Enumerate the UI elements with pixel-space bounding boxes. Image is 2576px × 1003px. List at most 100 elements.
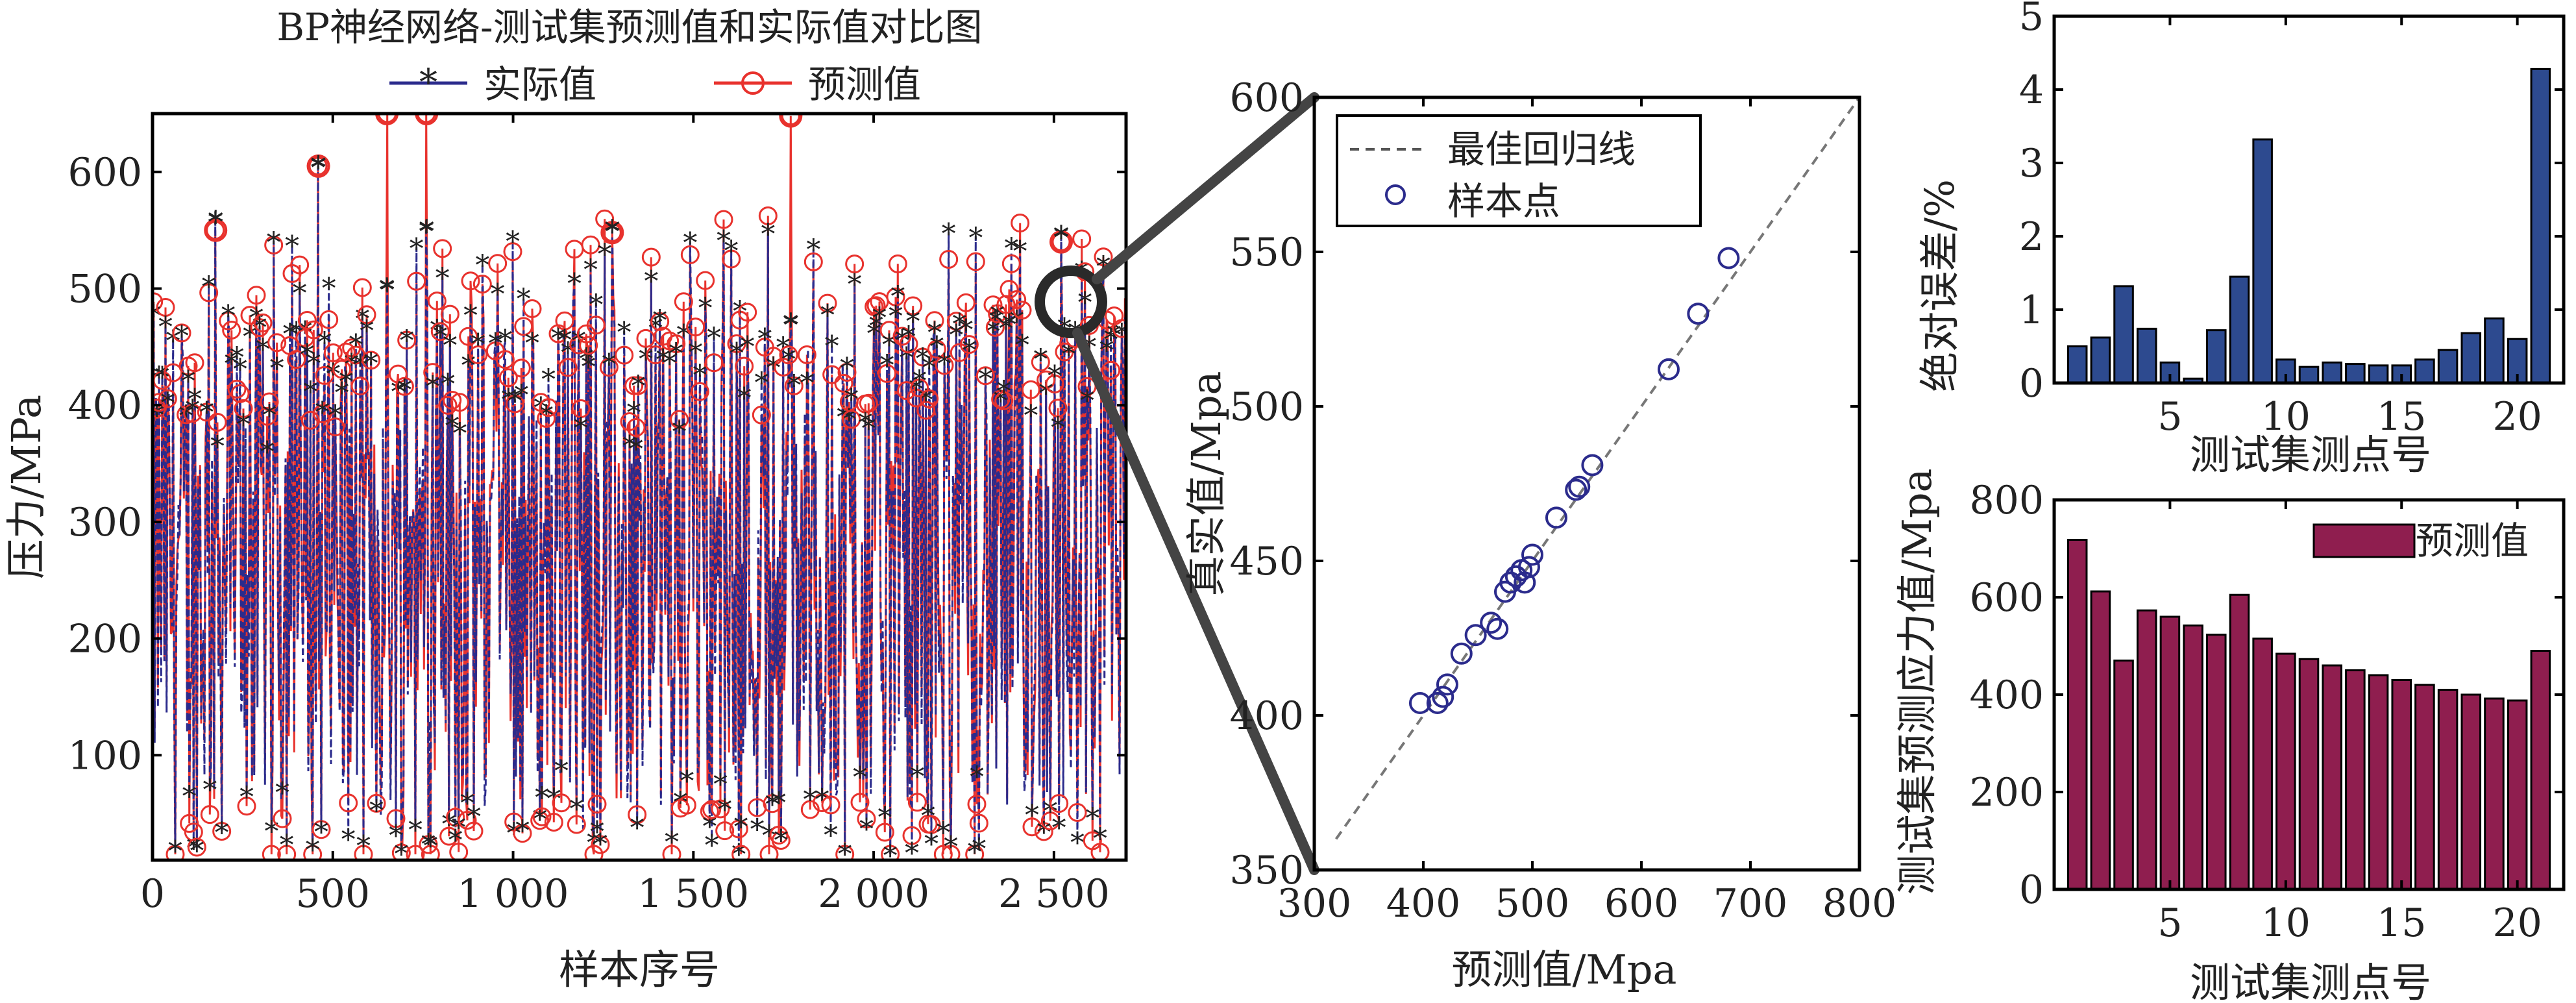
x-tick-label: 20 (2492, 394, 2542, 440)
sample-point (1658, 358, 1680, 380)
predicted-point (674, 292, 693, 312)
predicted-point (440, 304, 460, 324)
scatter-legend: 最佳回归线 样本点 (1336, 114, 1702, 227)
predicted-point (339, 793, 358, 813)
actual-point: * (848, 269, 862, 302)
actual-point: * (236, 408, 251, 441)
scatter-ticks: 300 400 500 600 700 800 350 400 450 500 550 600 (1229, 75, 1896, 926)
actual-point: * (452, 811, 466, 845)
predicted-point (469, 345, 488, 365)
actual-point: * (452, 417, 467, 451)
predicted-point (1045, 374, 1064, 393)
pred-xlabel: 测试集测点号 (2190, 959, 2431, 1003)
actual-point: * (202, 774, 217, 807)
sample-point (1499, 571, 1522, 594)
sample-point (1486, 617, 1509, 640)
predicted-point (443, 391, 462, 410)
peak-predicted-point (306, 154, 330, 178)
actual-point: * (182, 780, 197, 813)
error-bar (2368, 364, 2389, 384)
y-tick-label: 600 (67, 150, 142, 195)
predicted-point (584, 845, 604, 860)
x-tick-label: 0 (140, 871, 165, 917)
predicted-point (488, 254, 508, 273)
actual-point: * (293, 277, 307, 310)
predicted-point (910, 378, 929, 398)
y-tick-label: 100 (67, 733, 142, 778)
error-ticks: 5 10 15 20 0 1 2 3 4 5 (2019, 0, 2564, 440)
predicted-point (503, 242, 522, 262)
pred-bars (2067, 539, 2551, 891)
predicted-point (821, 795, 840, 815)
actual-point: * (754, 367, 768, 400)
predicted-point (946, 312, 966, 331)
actual-point: * (853, 761, 867, 794)
predicted-point (200, 805, 219, 824)
actual-point: * (803, 784, 817, 817)
error-bar (2345, 363, 2366, 384)
predicted-point (258, 406, 277, 426)
predicted-point (153, 393, 169, 412)
actual-point: * (252, 312, 267, 345)
predicted-point (711, 799, 730, 819)
predicted-point (367, 793, 386, 813)
actual-point: * (1052, 811, 1066, 845)
actual-point: * (569, 793, 583, 826)
error-bar (2113, 285, 2134, 384)
actual-point: * (1010, 305, 1024, 338)
actual-point: * (698, 292, 713, 325)
predicted-point (933, 845, 953, 860)
sample-point (1687, 303, 1710, 325)
predicted-point (850, 793, 870, 812)
actual-point: * (400, 325, 414, 358)
x-tick-label: 400 (1386, 881, 1461, 926)
y-tick-label: 500 (67, 267, 142, 312)
actual-point: * (233, 353, 247, 386)
predicted-point (406, 845, 425, 860)
actual-point: * (147, 300, 161, 333)
predicted-point (1090, 843, 1110, 860)
predicted-point (628, 376, 648, 395)
predicted-point (290, 255, 310, 275)
y-tick-label: 2 (2019, 214, 2044, 260)
actual-point: * (369, 795, 384, 828)
actual-point: * (419, 216, 434, 249)
actual-point: * (467, 801, 481, 834)
predicted-point (813, 793, 832, 812)
actual-point: * (702, 810, 717, 843)
actual-point: * (435, 262, 450, 295)
predicted-point (449, 842, 469, 860)
predicted-point (1049, 794, 1069, 813)
predicted-point (427, 291, 447, 311)
actual-point: * (1054, 222, 1068, 255)
error-bar (2322, 361, 2342, 384)
y-tick-label: 400 (1229, 693, 1304, 739)
actual-point: * (774, 824, 788, 858)
actual-point: * (514, 379, 528, 412)
predicted-point (250, 318, 269, 338)
error-bars (2067, 68, 2551, 384)
predicted-point (532, 807, 552, 826)
predicted-point (965, 845, 985, 860)
predicted-point (180, 813, 199, 833)
actual-point: * (230, 341, 244, 375)
actual-point: * (906, 306, 920, 339)
predicted-point (667, 334, 686, 354)
actual-point: * (535, 782, 549, 815)
predicted-point (1012, 301, 1032, 320)
predicted-point (1007, 290, 1027, 310)
actual-point: * (541, 364, 556, 397)
predicted-point (313, 404, 332, 423)
y-tick-label: 350 (1229, 848, 1304, 893)
predicted-point (567, 815, 586, 834)
actual-point: * (772, 787, 786, 820)
pred-bar (2414, 684, 2435, 891)
actual-point: * (460, 787, 474, 820)
predicted-point (779, 345, 798, 365)
x-tick-label: 10 (2261, 394, 2311, 440)
actual-point: * (693, 360, 707, 393)
predicted-point (212, 822, 232, 841)
predicted-point (624, 376, 644, 395)
